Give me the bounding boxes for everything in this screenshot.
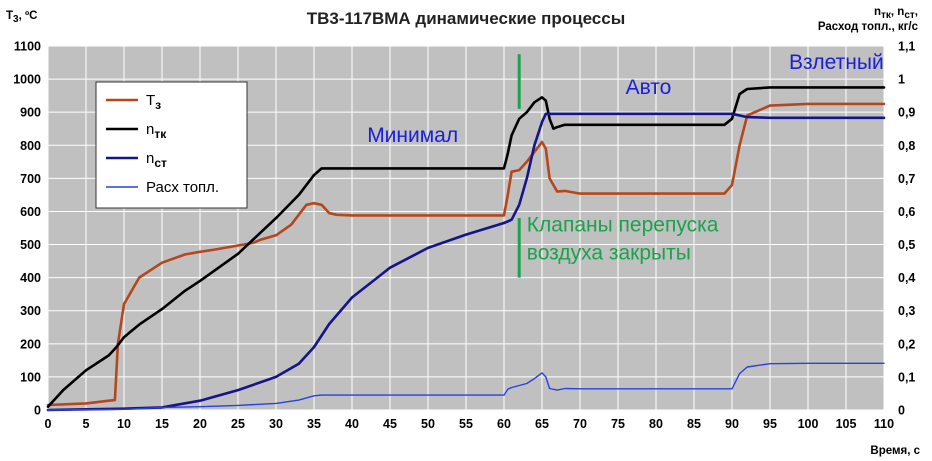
x-tick-label: 110 [874,417,894,431]
y-right-label-line2: Расход топл., кг/с [818,21,919,33]
annotation-text: Взлетный [789,51,884,74]
y-right-tick-label: 0,4 [898,271,915,285]
y-left-tick-label: 1000 [13,73,41,87]
x-tick-label: 5 [83,417,90,431]
series-line-fuel [47,362,885,411]
y-right-tick-label: 0 [898,404,905,418]
y-right-tick-label: 0,2 [898,337,915,351]
legend-entry-label: nст [146,150,167,170]
x-tick-label: 25 [231,417,245,431]
annotation-text: Минимал [367,124,458,147]
y-right-tick-label: 0,8 [898,139,915,153]
x-tick-label: 35 [307,417,321,431]
series-line-t3 [46,102,886,407]
x-tick-label: 95 [763,417,777,431]
y-right-tick-label: 1,1 [898,40,915,54]
x-tick-label: 55 [459,417,473,431]
y-left-tick-label: 1100 [14,40,41,54]
x-tick-label: 70 [573,417,587,431]
x-tick-label: 90 [725,417,739,431]
y-right-tick-label: 1 [898,73,905,87]
y-left-tick-label: 700 [20,172,41,186]
annotation-text: Клапаны перепуска [527,213,719,236]
x-tick-label: 100 [798,417,819,431]
annotation-text: Авто [626,76,672,99]
y-left-tick-label: 200 [20,337,41,351]
x-tick-label: 20 [193,417,207,431]
x-tick-label: 10 [117,417,131,431]
y-left-tick-label: 400 [20,271,41,285]
x-tick-label: 80 [649,417,663,431]
x-tick-label: 50 [421,417,435,431]
x-tick-label: 40 [345,417,359,431]
y-left-label: T3, ºC [6,10,38,25]
y-left-tick-label: 500 [20,238,41,252]
series-line-n-st [46,112,886,412]
x-tick-label: 85 [687,417,701,431]
y-right-tick-label: 0,6 [898,205,915,219]
y-left-tick-label: 300 [20,304,41,318]
x-tick-label: 0 [45,417,52,431]
plot-area: 0 5 10 15 20 25 30 35 40 45 50 55 60 65 70 75 80 85 90 95 10… [13,40,915,432]
chart-title: ТВ3-117ВМА динамические процессы [307,9,625,28]
y-right-label-line1: nтк, nст, [874,6,918,21]
annotation-text: воздуха закрыты [527,241,691,264]
y-right-tick-label: 0,3 [898,304,915,318]
x-axis-label: Время, с [870,445,920,457]
x-tick-label: 65 [535,417,549,431]
y-left-tick-label: 600 [20,205,41,219]
x-tick-label: 75 [611,417,625,431]
x-tick-label: 15 [155,417,169,431]
x-tick-label: 105 [836,417,857,431]
y-left-tick-label: 900 [20,106,41,120]
y-right-tick-label: 0,5 [898,238,915,252]
x-tick-label: 45 [383,417,397,431]
legend-entry-label: Расх топл. [146,179,219,196]
y-left-tick-label: 0 [34,404,41,418]
y-right-tick-label: 0,9 [898,106,915,120]
y-right-tick-label: 0,1 [898,370,915,384]
x-tick-label: 60 [497,417,511,431]
series-line-n-tk [46,86,886,409]
legend: Tз nтк nст Расх топл. [95,81,248,209]
x-tick-label: 30 [269,417,283,431]
y-right-tick-label: 0,7 [898,172,915,186]
legend-entry-label: Tз [146,92,161,112]
y-left-tick-label: 800 [20,139,41,153]
legend-entry-label: nтк [146,121,167,141]
y-left-tick-label: 100 [20,370,41,384]
